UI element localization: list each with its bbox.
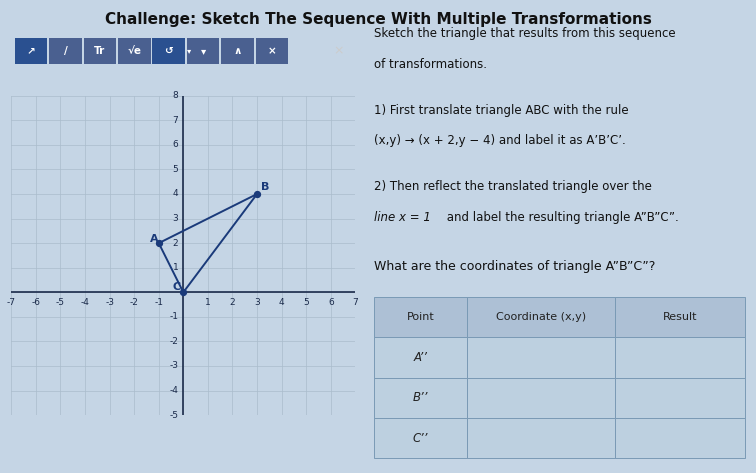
Text: ↺: ↺	[164, 46, 173, 56]
Text: 7: 7	[172, 116, 178, 125]
Text: 2) Then reflect the translated triangle over the: 2) Then reflect the translated triangle …	[374, 180, 652, 193]
Point	[251, 190, 263, 198]
Text: ×: ×	[268, 46, 276, 56]
Text: 8: 8	[172, 91, 178, 100]
Bar	[49, 38, 82, 64]
Text: 6: 6	[172, 140, 178, 149]
Text: 4: 4	[173, 190, 178, 199]
Bar	[466, 297, 615, 337]
Text: ×: ×	[333, 44, 343, 57]
Text: Point: Point	[407, 312, 435, 322]
Text: A: A	[150, 234, 159, 244]
Bar	[615, 418, 745, 458]
Text: 3: 3	[254, 298, 260, 307]
Bar	[615, 377, 745, 418]
Text: ▾: ▾	[200, 46, 206, 56]
Text: Tr: Tr	[94, 46, 106, 56]
Text: Coordinate (x,y): Coordinate (x,y)	[496, 312, 586, 322]
Text: line x = 1: line x = 1	[374, 211, 431, 224]
Text: -1: -1	[169, 312, 178, 321]
Bar	[374, 377, 466, 418]
Text: 6: 6	[328, 298, 333, 307]
Text: Sketch the triangle that results from this sequence: Sketch the triangle that results from th…	[374, 27, 676, 40]
Bar	[466, 337, 615, 377]
Text: ↗: ↗	[26, 46, 36, 56]
Text: 1: 1	[172, 263, 178, 272]
Text: What are the coordinates of triangle A”B”C”?: What are the coordinates of triangle A”B…	[374, 260, 655, 273]
Text: 5: 5	[303, 298, 309, 307]
Text: B’’: B’’	[413, 391, 429, 404]
Text: -7: -7	[7, 298, 16, 307]
Bar	[256, 38, 288, 64]
Text: A’’: A’’	[414, 351, 428, 364]
Bar	[187, 38, 219, 64]
Text: 4: 4	[279, 298, 284, 307]
Text: -2: -2	[130, 298, 138, 307]
Bar	[466, 418, 615, 458]
Text: 5: 5	[172, 165, 178, 174]
Text: ▾: ▾	[187, 46, 191, 55]
Text: of transformations.: of transformations.	[374, 58, 487, 70]
Text: B: B	[261, 182, 269, 193]
Text: (x,y) → (x + 2,y − 4) and label it as A’B’C’.: (x,y) → (x + 2,y − 4) and label it as A’…	[374, 134, 626, 147]
Text: 2: 2	[230, 298, 235, 307]
Text: 2: 2	[173, 239, 178, 248]
Text: ∧: ∧	[234, 46, 242, 56]
Bar	[374, 418, 466, 458]
Bar	[84, 38, 116, 64]
Point	[153, 239, 165, 247]
Text: 3: 3	[172, 214, 178, 223]
Text: Result: Result	[662, 312, 697, 322]
Text: 1) First translate triangle ABC with the rule: 1) First translate triangle ABC with the…	[374, 104, 629, 116]
Text: -4: -4	[81, 298, 89, 307]
Text: 1: 1	[205, 298, 211, 307]
Bar	[615, 297, 745, 337]
Text: C’’: C’’	[413, 432, 429, 445]
Text: /: /	[64, 46, 67, 56]
Bar	[153, 38, 185, 64]
Bar	[466, 377, 615, 418]
Bar	[374, 297, 466, 337]
Point	[178, 289, 190, 296]
Bar	[15, 38, 48, 64]
Text: and label the resulting triangle A”B”C”.: and label the resulting triangle A”B”C”.	[443, 211, 678, 224]
Text: -5: -5	[169, 411, 178, 420]
Bar	[222, 38, 254, 64]
Bar	[374, 337, 466, 377]
Text: -3: -3	[105, 298, 114, 307]
Text: C: C	[172, 282, 181, 292]
Bar	[118, 38, 150, 64]
Text: -4: -4	[169, 386, 178, 395]
Text: -1: -1	[154, 298, 163, 307]
Text: Challenge: Sketch The Sequence With Multiple Transformations: Challenge: Sketch The Sequence With Mult…	[104, 12, 652, 27]
Bar	[615, 337, 745, 377]
Text: -6: -6	[32, 298, 40, 307]
Text: -3: -3	[169, 361, 178, 370]
Text: -5: -5	[56, 298, 65, 307]
Text: 7: 7	[352, 298, 358, 307]
Text: -2: -2	[169, 337, 178, 346]
Text: √e: √e	[127, 46, 141, 56]
